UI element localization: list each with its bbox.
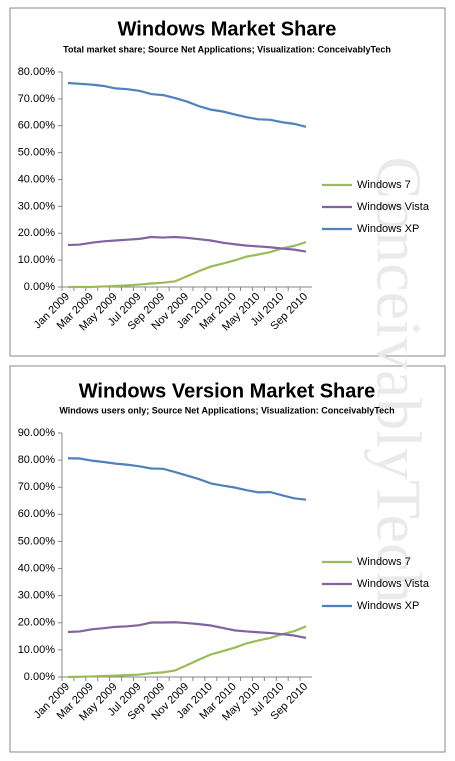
y-tick-label: 10.00% xyxy=(18,254,56,266)
y-tick-label: 0.00% xyxy=(24,671,55,683)
watermark: ConceivablyTech xyxy=(363,157,434,604)
legend-label: Windows Vista xyxy=(357,201,430,213)
series-line xyxy=(67,625,307,679)
y-tick-label: 20.00% xyxy=(18,617,56,629)
series-line xyxy=(67,241,307,289)
y-tick-label: 50.00% xyxy=(18,535,56,547)
chart-subtitle: Windows users only; Source Net Applicati… xyxy=(59,405,394,415)
legend-label: Windows 7 xyxy=(357,556,411,568)
chart-subtitle: Total market share; Source Net Applicati… xyxy=(63,44,391,54)
y-tick-label: 80.00% xyxy=(18,454,56,466)
chart-title: Windows Version Market Share xyxy=(79,380,376,402)
legend-label: Windows 7 xyxy=(357,179,411,191)
legend-label: Windows XP xyxy=(357,223,419,235)
y-tick-label: 90.00% xyxy=(18,427,56,439)
y-tick-label: 40.00% xyxy=(18,562,56,574)
series-line xyxy=(67,81,307,128)
y-tick-label: 70.00% xyxy=(18,93,56,105)
y-tick-label: 0.00% xyxy=(24,281,55,293)
legend-label: Windows XP xyxy=(357,600,419,612)
series-line xyxy=(67,621,307,640)
y-tick-label: 70.00% xyxy=(18,481,56,493)
y-tick-label: 10.00% xyxy=(18,644,56,656)
chart-frame xyxy=(9,365,446,753)
chart-title: Windows Market Share xyxy=(118,18,337,40)
chart-frame xyxy=(9,7,446,357)
y-tick-label: 20.00% xyxy=(18,227,56,239)
y-tick-label: 40.00% xyxy=(18,173,56,185)
y-tick-label: 80.00% xyxy=(18,66,56,78)
legend-label: Windows Vista xyxy=(357,578,430,590)
y-tick-label: 30.00% xyxy=(18,590,56,602)
series-line xyxy=(67,235,307,253)
y-tick-label: 60.00% xyxy=(18,508,56,520)
series-line xyxy=(67,457,307,501)
y-tick-label: 60.00% xyxy=(18,120,56,132)
y-tick-label: 50.00% xyxy=(18,147,56,159)
y-tick-label: 30.00% xyxy=(18,200,56,212)
